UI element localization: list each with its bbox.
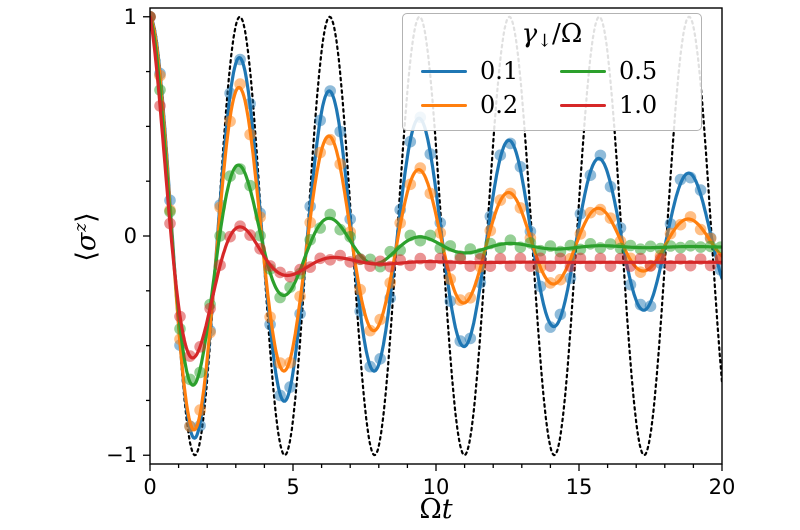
legend-title-subscript-arrow: ↓ [537,31,553,52]
legend-entry-0.1: 0.1 [413,57,552,85]
xlabel-t: t [441,494,453,525]
series-line-0.5 [150,15,722,387]
legend-swatch-blue [421,69,467,74]
x-tick-label: 5 [286,475,299,499]
plot-area [150,11,722,457]
ylabel-close-bracket: ⟩ [71,212,103,223]
legend-label: 1.0 [619,91,658,120]
x-tick-label: 15 [566,475,593,499]
legend-entry-0.5: 0.5 [552,57,691,85]
legend-label: 0.1 [480,57,519,86]
y-tick-label: 1 [124,5,137,29]
y-tick-label: 0 [124,224,137,248]
legend-swatch-green [560,69,606,74]
series-line-reference [150,15,722,457]
xlabel-omega: Ω [419,494,442,525]
legend: γ↓/Ω 0.1 0.2 0.5 1.0 [402,13,702,132]
ylabel-superscript: z [69,222,90,232]
ylabel-open-bracket: ⟨ [71,251,103,262]
ylabel-sigma: σ [71,232,103,252]
legend-title-over-omega: /Ω [552,19,583,49]
x-tick-label: 10 [423,475,450,499]
legend-title-gamma: γ [521,19,538,49]
legend-label: 0.2 [480,91,519,120]
y-tick-label: −1 [106,443,137,467]
legend-grid: 0.1 0.2 0.5 1.0 [413,54,691,122]
legend-label: 0.5 [619,57,658,86]
legend-entry-0.2: 0.2 [413,91,552,119]
series-1.0 [150,11,722,362]
x-axis-label: Ωt [150,494,722,525]
series-reference [150,15,722,457]
axis-ticks [143,16,723,471]
legend-title: γ↓/Ω [413,19,691,51]
legend-swatch-red [560,103,606,108]
legend-swatch-orange [421,103,467,108]
series-line-0.2 [150,15,722,432]
x-tick-label: 0 [143,475,156,499]
series-line-1.0 [150,15,722,360]
x-tick-label: 20 [709,475,736,499]
legend-entry-1.0: 1.0 [552,91,691,119]
y-axis-label: ⟨σz⟩ [70,212,102,261]
